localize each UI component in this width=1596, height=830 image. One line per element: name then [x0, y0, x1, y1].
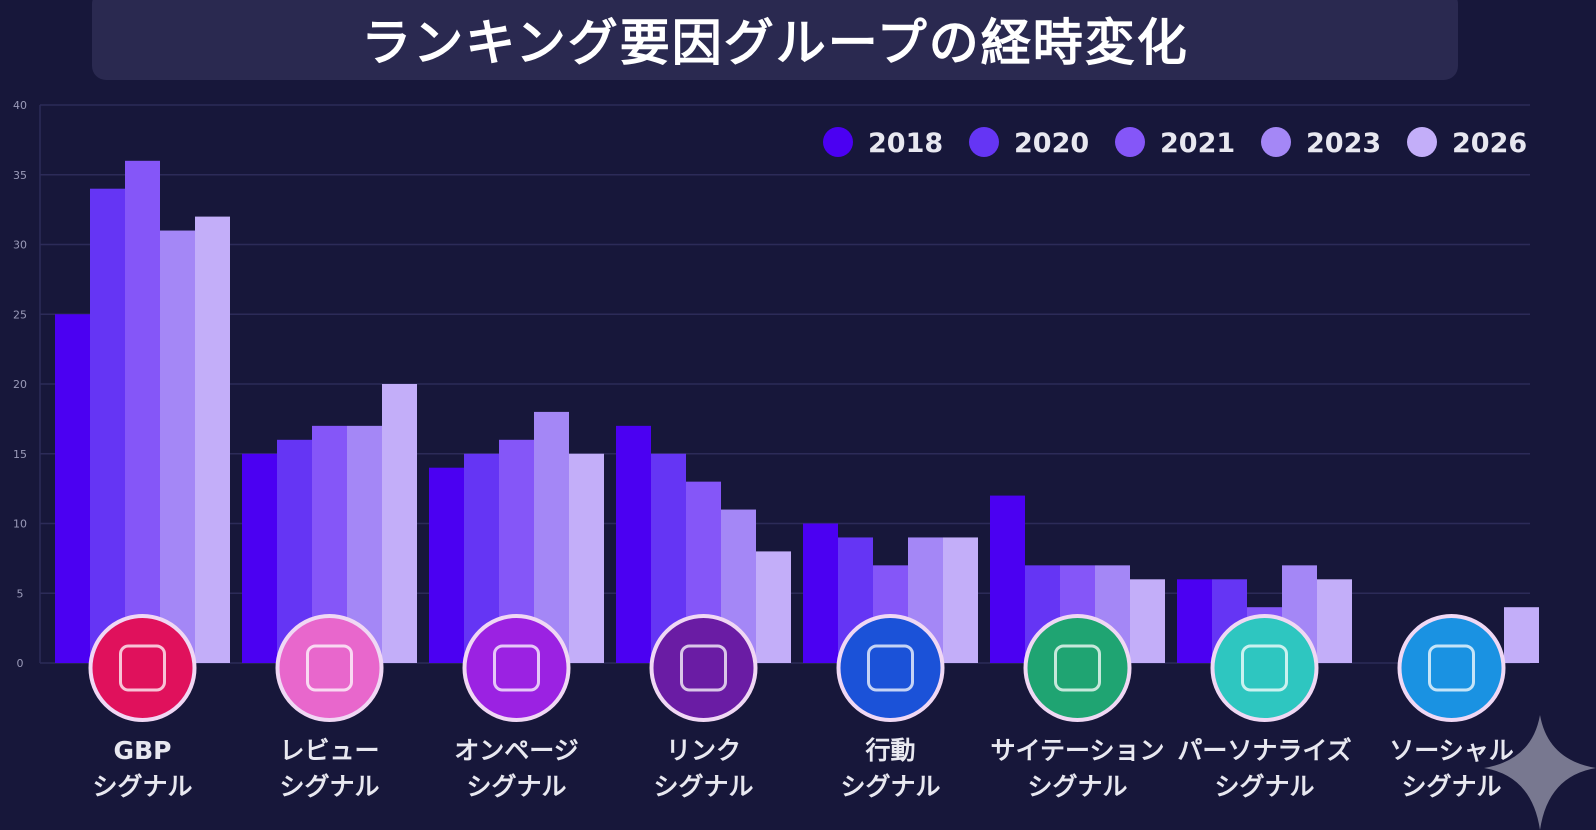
- bar-2018-2: [429, 467, 464, 663]
- review-chat-icon: [275, 614, 384, 722]
- y-tick-label: 25: [13, 308, 27, 321]
- bar-2018-6: [1177, 579, 1212, 663]
- bar-2026-4: [943, 537, 978, 663]
- bar-2026-0: [195, 216, 230, 663]
- bar-2018-0: [55, 314, 90, 663]
- title-box: ランキング要因グループの経時変化: [92, 0, 1458, 80]
- category-label: レビュー シグナル: [279, 736, 380, 801]
- bar-2026-5: [1130, 579, 1165, 663]
- bar-2026-2: [569, 453, 604, 663]
- sparkle-icon: [1484, 715, 1596, 830]
- bar-2026-3: [756, 551, 791, 663]
- browser-icon: [1023, 614, 1132, 722]
- category-label: 行動 シグナル: [840, 736, 941, 801]
- chart-title: ランキング要因グループの経時変化: [361, 14, 1189, 72]
- y-tick-label: 30: [13, 239, 27, 252]
- legend-label-2018: 2018: [868, 128, 943, 159]
- legend-label-2023: 2023: [1306, 128, 1381, 159]
- bar-2026-6: [1317, 579, 1352, 663]
- person-location-icon: [1210, 614, 1319, 722]
- mobile-document-icon: [836, 614, 945, 722]
- legend-swatch-2021: [1115, 127, 1145, 157]
- heart-chat-icon: [1397, 614, 1506, 722]
- category-label: オンページ シグナル: [454, 736, 579, 801]
- category-label: サイテーション シグナル: [990, 736, 1165, 801]
- y-tick-label: 0: [17, 657, 24, 670]
- webpage-icon: [462, 614, 571, 722]
- bar-2020-0: [90, 188, 125, 663]
- legend-label-2026: 2026: [1452, 128, 1527, 159]
- bar-2018-4: [803, 523, 838, 663]
- bar-2026-1: [382, 384, 417, 663]
- legend-label-2020: 2020: [1014, 128, 1089, 159]
- y-tick-label: 20: [13, 378, 27, 391]
- y-tick-label: 40: [13, 99, 27, 112]
- legend-swatch-2018: [823, 127, 853, 157]
- category-label: ソーシャル シグナル: [1389, 736, 1514, 801]
- storefront-icon: [88, 614, 197, 722]
- y-tick-label: 5: [17, 587, 24, 600]
- legend-label-2021: 2021: [1160, 128, 1235, 159]
- category-label: リンク シグナル: [653, 736, 754, 801]
- bar-2018-1: [242, 453, 277, 663]
- y-tick-label: 35: [13, 169, 27, 182]
- bar-2026-7: [1504, 607, 1539, 663]
- bar-2018-5: [990, 495, 1025, 663]
- network-icon: [649, 614, 758, 722]
- bar-2023-0: [160, 230, 195, 664]
- y-tick-label: 15: [13, 448, 27, 461]
- bar-2018-3: [616, 425, 651, 663]
- category-label: GBP シグナル: [92, 736, 193, 801]
- category-label: パーソナライズ シグナル: [1177, 736, 1352, 801]
- bar-2021-0: [125, 160, 160, 664]
- legend-swatch-2026: [1407, 127, 1437, 157]
- legend-swatch-2020: [969, 127, 999, 157]
- legend-swatch-2023: [1261, 127, 1291, 157]
- y-tick-label: 10: [13, 518, 27, 531]
